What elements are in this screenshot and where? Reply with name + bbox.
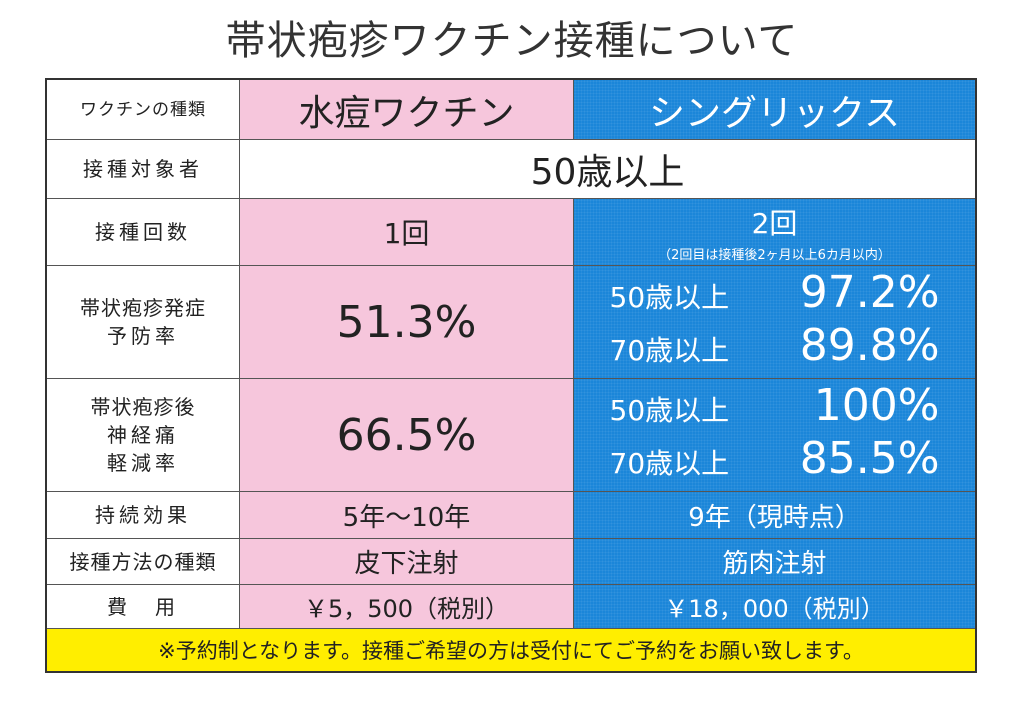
age-label: 70歳以上: [609, 447, 730, 480]
shingrix-cost: ￥18，000（税別）: [574, 585, 975, 629]
page-title: 帯状疱疹ワクチン接種について: [225, 18, 799, 64]
shingrix-doses: 2回: [751, 206, 798, 240]
row-header-pain-line3: 軽減率: [107, 451, 179, 475]
row-header-target: 接種対象者: [47, 140, 240, 199]
age-label: 70歳以上: [609, 334, 730, 367]
row-header-doses: 接種回数: [47, 199, 240, 266]
row-header-vaccine-type: ワクチンの種類: [47, 80, 240, 140]
varicella-doses: 1回: [240, 199, 574, 266]
shingrix-prevention-cell: 50歳以上 97.2% 70歳以上 89.8%: [574, 266, 975, 379]
row-header-duration: 持続効果: [47, 492, 240, 539]
varicella-duration: 5年〜10年: [240, 492, 574, 539]
shingrix-method: 筋肉注射: [574, 539, 975, 585]
varicella-method: 皮下注射: [240, 539, 574, 585]
row-header-prevention-line2: 予防率: [107, 324, 179, 348]
varicella-pain-reduction-rate: 66.5%: [240, 379, 574, 492]
varicella-prevention-rate: 51.3%: [240, 266, 574, 379]
age-label: 50歳以上: [609, 281, 730, 314]
shingrix-pain-row: 70歳以上 85.5%: [610, 435, 940, 488]
row-header-method: 接種方法の種類: [47, 539, 240, 585]
row-header-prevention: 帯状疱疹発症 予防率: [47, 266, 240, 379]
rate-value: 100%: [813, 380, 940, 431]
age-label: 50歳以上: [609, 394, 730, 427]
reservation-note: ※予約制となります。接種ご希望の方は受付にてご予約をお願い致します。: [47, 629, 975, 671]
rate-value: 85.5%: [799, 433, 940, 484]
row-header-pain-line2: 神経痛: [107, 423, 179, 447]
row-header-pain-line1: 帯状疱疹後: [90, 395, 196, 419]
shingrix-vaccine-name: シングリックス: [574, 80, 975, 140]
rate-value: 97.2%: [799, 267, 940, 318]
row-header-prevention-line1: 帯状疱疹発症: [80, 296, 206, 320]
target-age: 50歳以上: [240, 140, 975, 199]
shingrix-prevention-row: 50歳以上 97.2%: [610, 269, 940, 322]
shingrix-doses-note: （2回目は接種後2ヶ月以上6カ月以内）: [658, 247, 891, 263]
varicella-vaccine-name: 水痘ワクチン: [240, 80, 574, 140]
shingrix-pain-reduction-cell: 50歳以上 100% 70歳以上 85.5%: [574, 379, 975, 492]
vaccine-comparison-table: ワクチンの種類 水痘ワクチン シングリックス 接種対象者 50歳以上 接種回数 …: [45, 78, 977, 673]
rate-value: 89.8%: [799, 320, 940, 371]
shingrix-doses-cell: 2回 （2回目は接種後2ヶ月以上6カ月以内）: [574, 199, 975, 266]
shingrix-prevention-row: 70歳以上 89.8%: [610, 322, 940, 375]
row-header-cost: 費 用: [47, 585, 240, 629]
varicella-cost: ￥5，500（税別）: [240, 585, 574, 629]
shingrix-pain-row: 50歳以上 100%: [610, 382, 940, 435]
row-header-pain-reduction: 帯状疱疹後 神経痛 軽減率: [47, 379, 240, 492]
shingrix-duration: 9年（現時点）: [574, 492, 975, 539]
